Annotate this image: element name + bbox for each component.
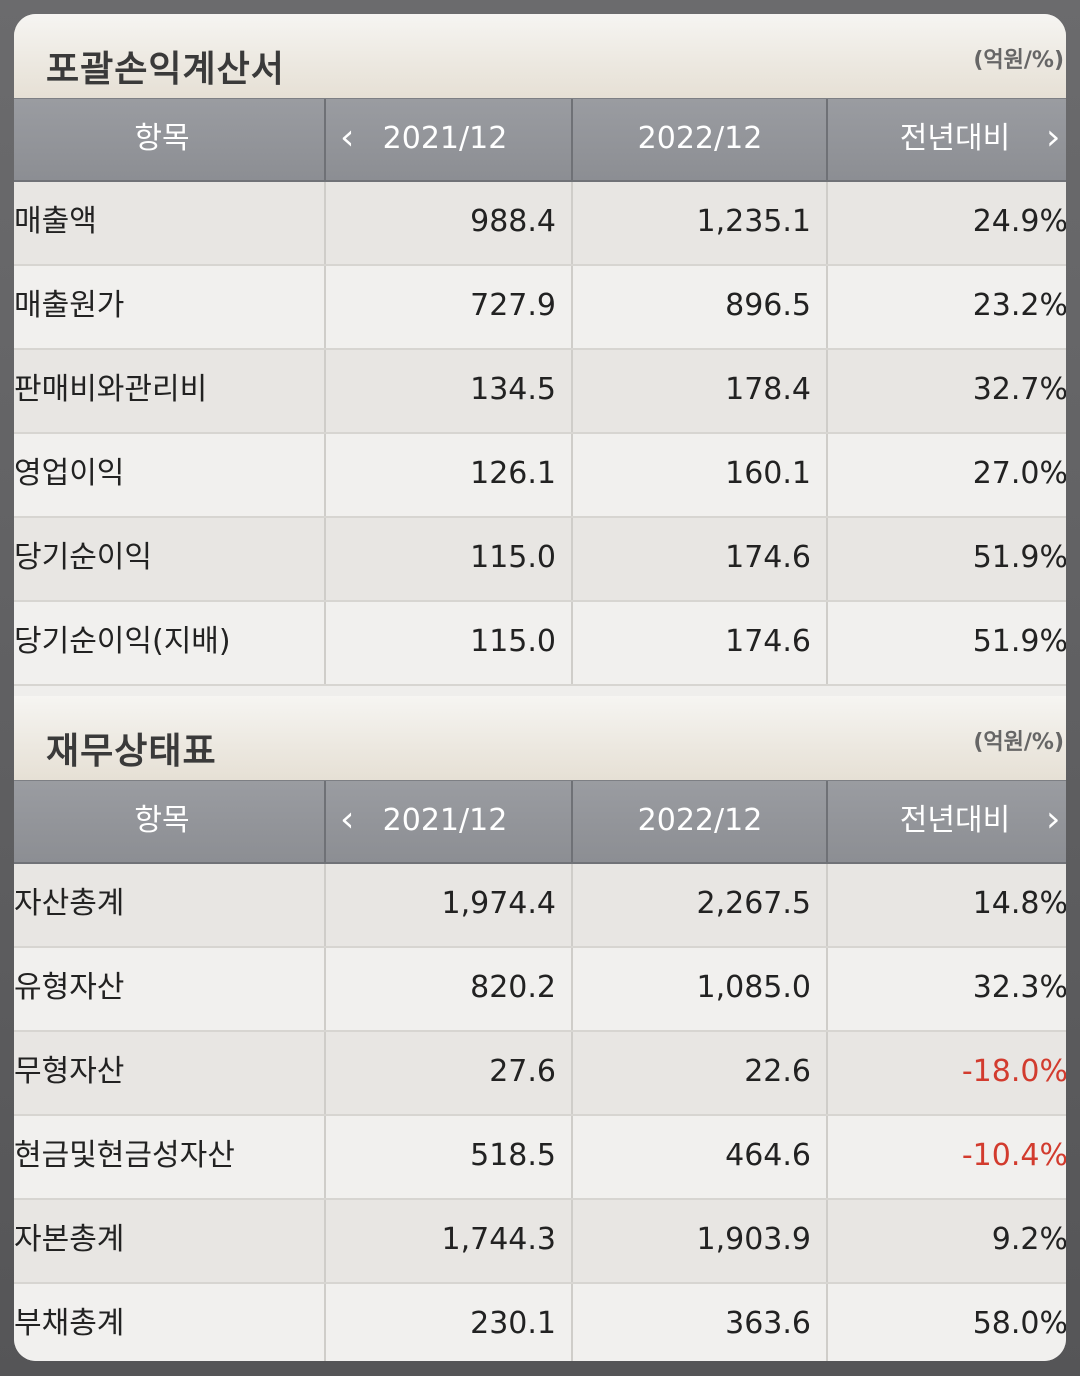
section-header: 재무상태표 (억원/%) bbox=[14, 696, 1066, 780]
column-header-2021: 2021/12 bbox=[382, 121, 508, 156]
value-2021: 1,744.3 bbox=[441, 1222, 556, 1257]
value-2021: 27.6 bbox=[489, 1054, 556, 1089]
row-label: 유형자산 bbox=[14, 970, 125, 1005]
column-header-yoy: 전년대비 bbox=[899, 803, 1011, 838]
column-header-2022: 2022/12 bbox=[637, 803, 763, 838]
unit-label: (억원/%) bbox=[973, 48, 1064, 73]
value-2021: 1,974.4 bbox=[441, 886, 556, 921]
value-2021: 115.0 bbox=[470, 624, 556, 659]
table-row[interactable]: 현금및현금성자산 518.5 464.6 -10.4% bbox=[14, 1116, 1066, 1200]
table-row[interactable]: 부채총계 230.1 363.6 58.0% bbox=[14, 1284, 1066, 1361]
table-row[interactable]: 당기순이익 115.0 174.6 51.9% bbox=[14, 518, 1066, 602]
row-label: 자산총계 bbox=[14, 886, 125, 921]
value-yoy: 14.8% bbox=[972, 886, 1066, 921]
row-label: 매출원가 bbox=[14, 288, 125, 323]
column-header-2022: 2022/12 bbox=[637, 121, 763, 156]
balance-sheet-section: 재무상태표 (억원/%) 항목 ‹ 2021/12 2022/12 전년대비 ›… bbox=[14, 696, 1066, 1361]
column-header-item: 항목 bbox=[134, 121, 190, 156]
column-header-2021: 2021/12 bbox=[382, 803, 508, 838]
row-label: 영업이익 bbox=[14, 456, 125, 491]
value-2022: 174.6 bbox=[725, 540, 811, 575]
value-2022: 1,903.9 bbox=[696, 1222, 811, 1257]
table-row[interactable]: 당기순이익(지배) 115.0 174.6 51.9% bbox=[14, 602, 1066, 686]
value-2021: 820.2 bbox=[470, 970, 556, 1005]
row-label: 자본총계 bbox=[14, 1222, 125, 1257]
value-2021: 126.1 bbox=[470, 456, 556, 491]
row-label: 판매비와관리비 bbox=[14, 372, 208, 407]
value-2022: 1,235.1 bbox=[696, 204, 811, 239]
value-yoy: 9.2% bbox=[991, 1222, 1066, 1257]
value-2021: 230.1 bbox=[470, 1306, 556, 1341]
value-yoy: 23.2% bbox=[972, 288, 1066, 323]
table-row[interactable]: 영업이익 126.1 160.1 27.0% bbox=[14, 434, 1066, 518]
prev-period-button[interactable]: ‹ bbox=[340, 117, 355, 158]
value-2022: 2,267.5 bbox=[696, 886, 811, 921]
value-2022: 363.6 bbox=[725, 1306, 811, 1341]
value-yoy: -18.0% bbox=[961, 1054, 1066, 1089]
income-rows: 매출액 988.4 1,235.1 24.9% 매출원가 727.9 896.5 23.2% 판… bbox=[14, 182, 1066, 686]
row-label: 현금및현금성자산 bbox=[14, 1138, 235, 1173]
value-2022: 1,085.0 bbox=[696, 970, 811, 1005]
value-yoy: 58.0% bbox=[972, 1306, 1066, 1341]
value-2021: 988.4 bbox=[470, 204, 556, 239]
next-period-button[interactable]: › bbox=[1046, 117, 1061, 158]
table-header: 항목 ‹ 2021/12 2022/12 전년대비 › bbox=[14, 780, 1066, 864]
prev-period-button[interactable]: ‹ bbox=[340, 799, 355, 840]
income-statement-section: 포괄손익계산서 (억원/%) 항목 ‹ 2021/12 2022/12 전년대비… bbox=[14, 14, 1066, 686]
value-yoy: 32.7% bbox=[972, 372, 1066, 407]
section-title: 포괄손익계산서 bbox=[46, 49, 285, 90]
value-yoy: -10.4% bbox=[961, 1138, 1066, 1173]
value-2022: 896.5 bbox=[725, 288, 811, 323]
row-label: 당기순이익(지배) bbox=[14, 624, 231, 659]
value-2022: 160.1 bbox=[725, 456, 811, 491]
value-yoy: 24.9% bbox=[972, 204, 1066, 239]
row-label: 부채총계 bbox=[14, 1306, 125, 1341]
table-row[interactable]: 판매비와관리비 134.5 178.4 32.7% bbox=[14, 350, 1066, 434]
value-2021: 115.0 bbox=[470, 540, 556, 575]
value-2022: 464.6 bbox=[725, 1138, 811, 1173]
section-header: 포괄손익계산서 (억원/%) bbox=[14, 14, 1066, 98]
table-row[interactable]: 무형자산 27.6 22.6 -18.0% bbox=[14, 1032, 1066, 1116]
table-row[interactable]: 유형자산 820.2 1,085.0 32.3% bbox=[14, 948, 1066, 1032]
table-row[interactable]: 자본총계 1,744.3 1,903.9 9.2% bbox=[14, 1200, 1066, 1284]
row-label: 당기순이익 bbox=[14, 540, 152, 575]
table-row[interactable]: 매출액 988.4 1,235.1 24.9% bbox=[14, 182, 1066, 266]
table-row[interactable]: 자산총계 1,974.4 2,267.5 14.8% bbox=[14, 864, 1066, 948]
next-period-button[interactable]: › bbox=[1046, 799, 1061, 840]
value-2022: 22.6 bbox=[744, 1054, 811, 1089]
value-yoy: 51.9% bbox=[972, 624, 1066, 659]
column-header-yoy: 전년대비 bbox=[899, 121, 1011, 156]
row-label: 매출액 bbox=[14, 204, 97, 239]
value-yoy: 27.0% bbox=[972, 456, 1066, 491]
balance-rows: 자산총계 1,974.4 2,267.5 14.8% 유형자산 820.2 1,085.0 3… bbox=[14, 864, 1066, 1361]
value-2021: 518.5 bbox=[470, 1138, 556, 1173]
value-2021: 727.9 bbox=[470, 288, 556, 323]
table-row[interactable]: 매출원가 727.9 896.5 23.2% bbox=[14, 266, 1066, 350]
value-yoy: 51.9% bbox=[972, 540, 1066, 575]
value-2021: 134.5 bbox=[470, 372, 556, 407]
column-header-item: 항목 bbox=[134, 803, 190, 838]
row-label: 무형자산 bbox=[14, 1054, 125, 1089]
financial-card: 포괄손익계산서 (억원/%) 항목 ‹ 2021/12 2022/12 전년대비… bbox=[14, 14, 1066, 1361]
value-2022: 178.4 bbox=[725, 372, 811, 407]
section-title: 재무상태표 bbox=[46, 731, 217, 772]
unit-label: (억원/%) bbox=[973, 730, 1064, 755]
table-header: 항목 ‹ 2021/12 2022/12 전년대비 › bbox=[14, 98, 1066, 182]
value-2022: 174.6 bbox=[725, 624, 811, 659]
value-yoy: 32.3% bbox=[972, 970, 1066, 1005]
